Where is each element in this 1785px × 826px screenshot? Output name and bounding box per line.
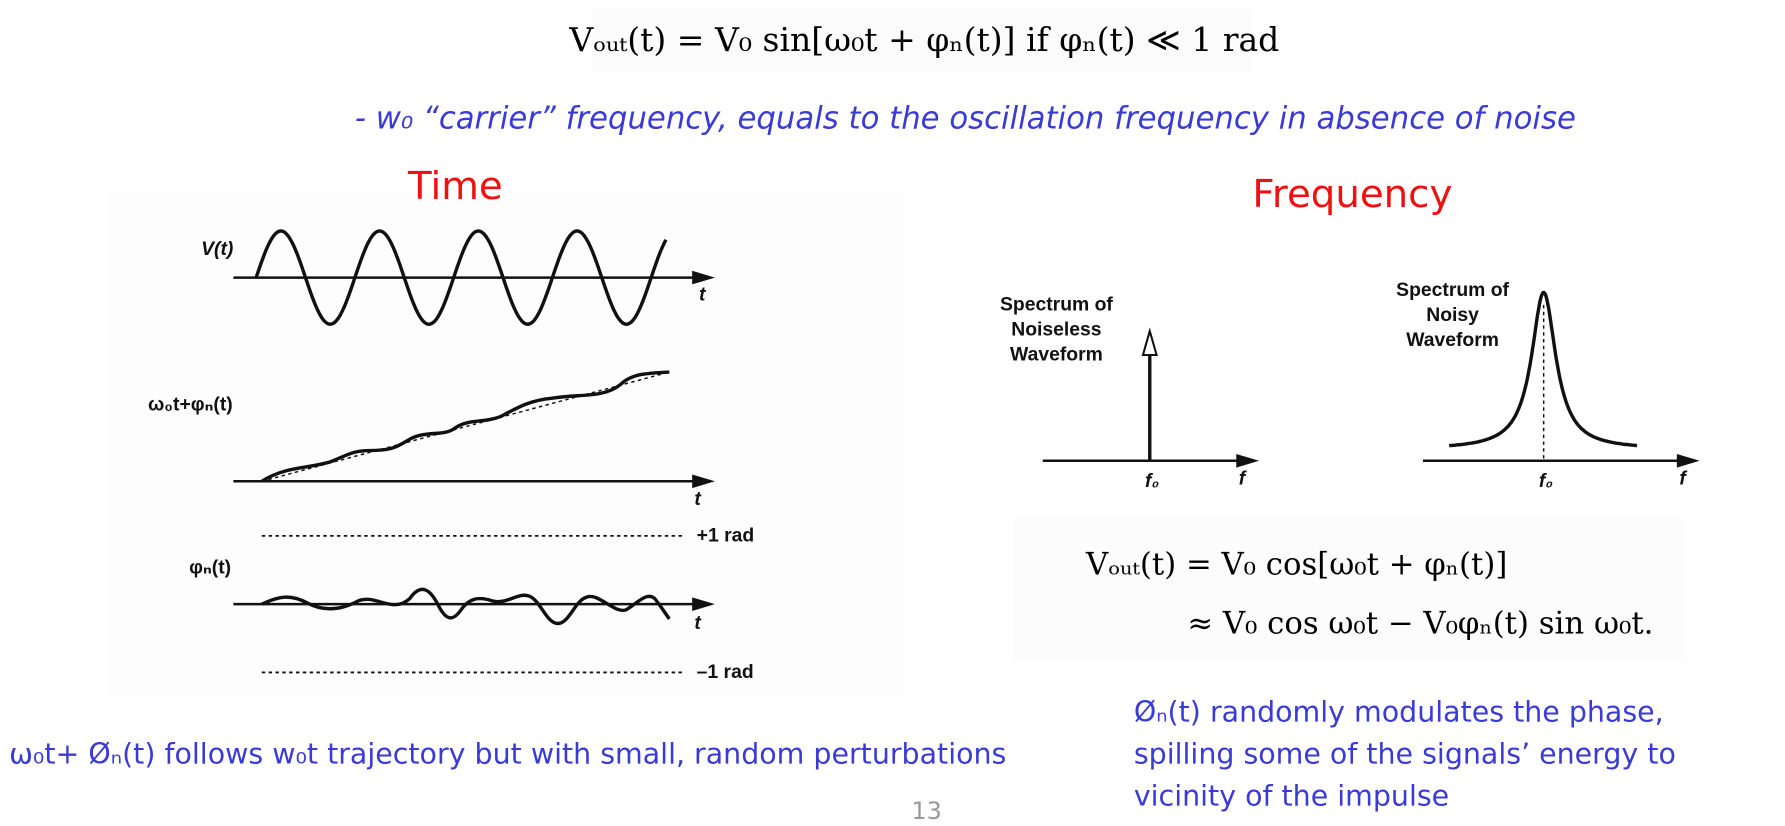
noisy-spectrum	[1448, 290, 1638, 448]
right-caption: Øₙ(t) randomly modulates the phase,	[1134, 695, 1664, 728]
time-title: Time	[407, 164, 503, 209]
center-label: f₀	[1145, 470, 1159, 492]
axis-label: t	[699, 283, 707, 305]
sine-wave	[254, 229, 668, 327]
time-figure-box	[108, 187, 906, 700]
equation-line: Vₒᵤₜ(t) = V₀ cos[ω₀t + φₙ(t)]	[1085, 547, 1507, 583]
left-caption: ω₀t+ Øₙ(t) follows w₀t trajectory but wi…	[9, 737, 1006, 770]
right-caption: spilling some of the signals’ energy to	[1134, 737, 1676, 770]
equation-box	[1013, 517, 1685, 660]
equation-box	[591, 9, 1253, 73]
limit-label: +1 rad	[697, 525, 755, 547]
spectrum-title: Waveform	[1010, 344, 1103, 366]
frequency-title: Frequency	[1252, 172, 1452, 217]
axis-arrows	[692, 270, 1700, 611]
axis-label: ω₀t+φₙ(t)	[148, 394, 233, 416]
limit-label: –1 rad	[697, 661, 754, 683]
spectrum-title: Noisy	[1426, 304, 1479, 326]
axis-label: f	[1679, 468, 1688, 490]
spectrum-title: Spectrum of	[1000, 294, 1113, 316]
axis-label: φₙ(t)	[189, 556, 231, 578]
carrier-note: - w₀ “carrier” frequency, equals to the …	[355, 101, 1576, 137]
axis-label: f	[1239, 468, 1248, 490]
top-equation: Vₒᵤₜ(t) = V₀ sin[ω₀t + φₙ(t)] if φₙ(t) ≪…	[568, 20, 1279, 59]
spectrum-title: Spectrum of	[1396, 279, 1509, 301]
impulse-arrow	[1141, 327, 1158, 356]
axis-label: t	[694, 612, 702, 634]
page-number: 13	[911, 797, 941, 825]
equation-line: ≈ V₀ cos ω₀t − V₀φₙ(t) sin ω₀t.	[1187, 606, 1653, 642]
axis-label: t	[694, 488, 702, 510]
right-caption: vicinity of the impulse	[1134, 780, 1449, 813]
spectrum-title: Waveform	[1406, 329, 1499, 351]
axis-label: V(t)	[201, 238, 233, 260]
center-label: f₀	[1539, 470, 1553, 492]
phase-noise	[261, 587, 671, 626]
spectrum-title: Noiseless	[1011, 319, 1101, 341]
noisy-trajectory	[260, 370, 670, 483]
